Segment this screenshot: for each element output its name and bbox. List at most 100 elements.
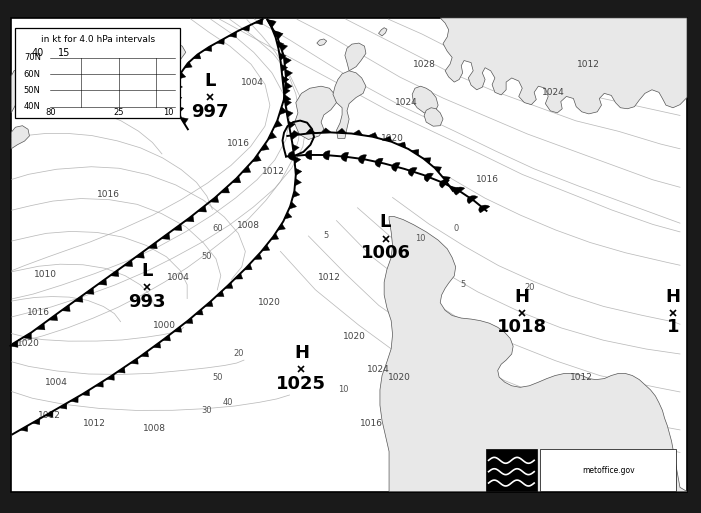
Polygon shape	[45, 411, 53, 417]
Polygon shape	[216, 291, 224, 297]
Bar	[486, 449, 537, 491]
Text: 1006: 1006	[360, 244, 411, 262]
Polygon shape	[125, 40, 186, 64]
Polygon shape	[379, 28, 387, 36]
Text: 1008: 1008	[143, 424, 165, 433]
Polygon shape	[290, 132, 297, 140]
Polygon shape	[292, 190, 300, 198]
Text: 1008: 1008	[238, 221, 260, 230]
Polygon shape	[285, 82, 292, 90]
Text: 40N: 40N	[24, 102, 41, 111]
Polygon shape	[271, 233, 279, 240]
Polygon shape	[140, 351, 149, 357]
Polygon shape	[184, 62, 192, 68]
Polygon shape	[163, 335, 170, 341]
Text: 5: 5	[460, 280, 465, 289]
Polygon shape	[85, 288, 94, 294]
Polygon shape	[433, 166, 442, 173]
Text: 1020: 1020	[381, 134, 404, 143]
Polygon shape	[284, 56, 292, 65]
Polygon shape	[467, 195, 478, 204]
Text: L: L	[380, 213, 391, 231]
Polygon shape	[424, 108, 443, 126]
Text: 40: 40	[223, 398, 233, 407]
Polygon shape	[333, 71, 366, 139]
Text: 1020: 1020	[343, 331, 365, 341]
Text: 1004: 1004	[45, 378, 67, 387]
Text: 993: 993	[128, 292, 166, 311]
Polygon shape	[442, 176, 450, 183]
Text: 1012: 1012	[318, 272, 341, 282]
Polygon shape	[306, 129, 315, 133]
Polygon shape	[74, 295, 83, 302]
Polygon shape	[22, 332, 32, 339]
Polygon shape	[423, 158, 431, 164]
Polygon shape	[392, 163, 400, 171]
Polygon shape	[11, 68, 36, 113]
Polygon shape	[242, 166, 251, 173]
Polygon shape	[198, 206, 207, 212]
Polygon shape	[283, 76, 289, 84]
Text: 1024: 1024	[543, 88, 565, 97]
Polygon shape	[107, 374, 114, 380]
Text: metoffice.gov: metoffice.gov	[582, 466, 634, 475]
Polygon shape	[149, 242, 157, 249]
Text: 15: 15	[58, 48, 71, 58]
Text: 10: 10	[163, 108, 174, 117]
Text: 1004: 1004	[241, 77, 264, 87]
Text: 80: 80	[45, 108, 56, 117]
Polygon shape	[323, 151, 330, 160]
Polygon shape	[341, 152, 348, 162]
Polygon shape	[306, 150, 312, 160]
Polygon shape	[254, 19, 263, 25]
Polygon shape	[292, 144, 299, 151]
Polygon shape	[345, 43, 366, 71]
Polygon shape	[295, 179, 301, 186]
Text: L: L	[142, 262, 153, 280]
Polygon shape	[260, 143, 269, 151]
Text: H: H	[515, 287, 530, 306]
Text: 1012: 1012	[38, 411, 60, 420]
Text: in kt for 4.0 hPa intervals: in kt for 4.0 hPa intervals	[41, 35, 155, 44]
Text: 1010: 1010	[34, 270, 57, 279]
Polygon shape	[185, 318, 193, 324]
Text: 20: 20	[233, 349, 243, 359]
Text: 1016: 1016	[476, 175, 498, 184]
Polygon shape	[124, 260, 132, 267]
Polygon shape	[283, 94, 291, 103]
Polygon shape	[383, 136, 393, 142]
Text: 1020: 1020	[17, 339, 39, 348]
Polygon shape	[268, 20, 276, 28]
Polygon shape	[368, 132, 378, 138]
Polygon shape	[229, 32, 237, 37]
Polygon shape	[290, 130, 300, 135]
Polygon shape	[176, 83, 182, 90]
Text: 997: 997	[191, 103, 229, 121]
Polygon shape	[321, 128, 331, 133]
Polygon shape	[283, 87, 290, 95]
Polygon shape	[267, 19, 275, 26]
Polygon shape	[288, 121, 295, 128]
Polygon shape	[135, 252, 144, 258]
Polygon shape	[411, 149, 418, 155]
Text: 1016: 1016	[227, 139, 250, 148]
Text: 1016: 1016	[360, 419, 383, 428]
Polygon shape	[285, 212, 292, 219]
Polygon shape	[9, 341, 18, 347]
Polygon shape	[193, 53, 200, 59]
Text: 70N: 70N	[24, 53, 41, 63]
Polygon shape	[98, 279, 107, 285]
Polygon shape	[216, 38, 224, 45]
Polygon shape	[204, 46, 212, 51]
Polygon shape	[274, 120, 283, 128]
Text: 1016: 1016	[97, 190, 120, 200]
Polygon shape	[110, 270, 119, 277]
Polygon shape	[95, 381, 103, 387]
Text: 1004: 1004	[168, 272, 190, 282]
Text: H: H	[665, 287, 681, 306]
Polygon shape	[358, 155, 367, 164]
Text: 1012: 1012	[578, 60, 600, 69]
Text: 1000: 1000	[154, 321, 176, 330]
Polygon shape	[205, 301, 213, 307]
Polygon shape	[153, 342, 161, 348]
